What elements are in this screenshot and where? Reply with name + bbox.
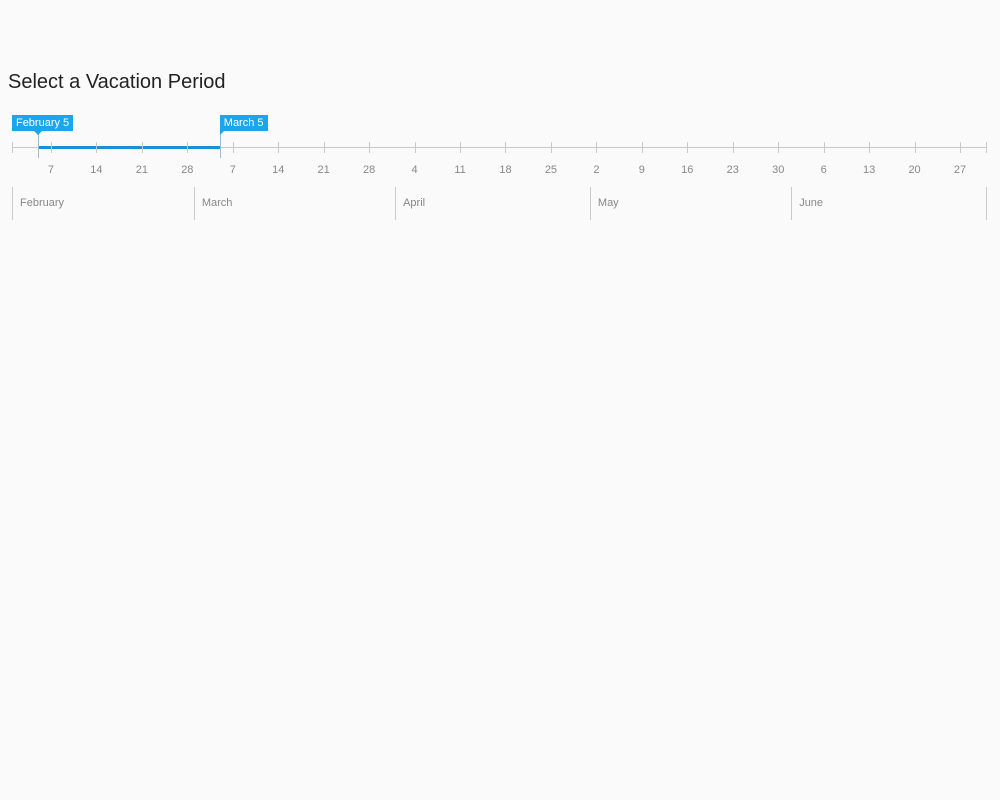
week-tick-label: 7 <box>229 164 236 176</box>
month-separator <box>589 187 591 220</box>
week-tick-label: 28 <box>363 164 376 176</box>
start-date-label[interactable]: February 5 <box>11 115 74 135</box>
week-tick <box>732 142 734 153</box>
week-tick-label: 13 <box>862 164 876 176</box>
month-separator <box>791 187 793 220</box>
week-tick-label: 4 <box>411 164 418 176</box>
end-handle[interactable] <box>219 134 221 158</box>
week-tick-label: 28 <box>181 164 194 176</box>
week-tick <box>550 142 552 153</box>
week-tick <box>278 142 280 153</box>
month-separator-end <box>986 187 987 220</box>
week-tick <box>414 142 416 153</box>
page-title: Select a Vacation Period <box>8 71 226 93</box>
week-tick <box>96 142 98 153</box>
week-tick-label: 2 <box>593 164 600 176</box>
rail-end-tick <box>986 142 987 153</box>
week-tick <box>596 142 598 153</box>
month-label-february: February <box>20 197 65 209</box>
week-tick <box>687 142 689 153</box>
week-tick-label: 7 <box>47 164 55 176</box>
month-label-april: April <box>403 197 426 209</box>
week-tick <box>960 142 962 153</box>
vacation-range-slider[interactable]: 7 14 21 28 7 14 21 28 4 11 18 25 2 9 16 23 30 6 13 20 27 Feb… <box>0 110 1000 230</box>
week-tick-label: 21 <box>135 164 148 176</box>
rail-start-tick <box>12 142 13 153</box>
week-tick <box>823 142 825 153</box>
week-tick <box>641 142 643 153</box>
month-separator <box>193 187 195 220</box>
week-tick <box>778 142 780 153</box>
end-date-label[interactable]: March 5 <box>219 115 268 135</box>
week-tick-label: 16 <box>681 164 694 176</box>
week-tick-label: 14 <box>90 164 103 176</box>
month-label-march: March <box>201 197 233 209</box>
month-separator <box>12 187 13 220</box>
week-tick <box>460 142 462 153</box>
month-label-june: June <box>799 197 824 209</box>
slider-rail[interactable] <box>12 147 986 148</box>
week-tick-label: 20 <box>908 164 921 176</box>
week-tick <box>869 142 871 153</box>
week-tick <box>505 142 507 153</box>
week-tick-label: 21 <box>317 164 330 176</box>
start-handle[interactable] <box>37 134 39 158</box>
week-tick <box>50 142 52 153</box>
week-tick <box>323 142 325 153</box>
week-tick-label: 11 <box>454 164 466 176</box>
week-tick-label: 6 <box>820 164 827 176</box>
week-tick-label: 9 <box>638 164 645 176</box>
week-tick-label: 14 <box>272 164 285 176</box>
selected-range <box>37 146 220 149</box>
month-separator <box>395 187 397 220</box>
week-tick <box>914 142 916 153</box>
week-tick <box>232 142 234 153</box>
week-tick-label: 23 <box>726 164 739 176</box>
week-tick-label: 30 <box>772 164 785 176</box>
week-tick-label: 25 <box>544 164 558 176</box>
week-tick <box>187 142 189 153</box>
month-label-may: May <box>597 197 619 209</box>
week-tick <box>141 142 143 153</box>
week-tick-label: 27 <box>953 164 967 176</box>
week-tick-label: 18 <box>499 164 512 176</box>
week-tick <box>369 142 371 153</box>
